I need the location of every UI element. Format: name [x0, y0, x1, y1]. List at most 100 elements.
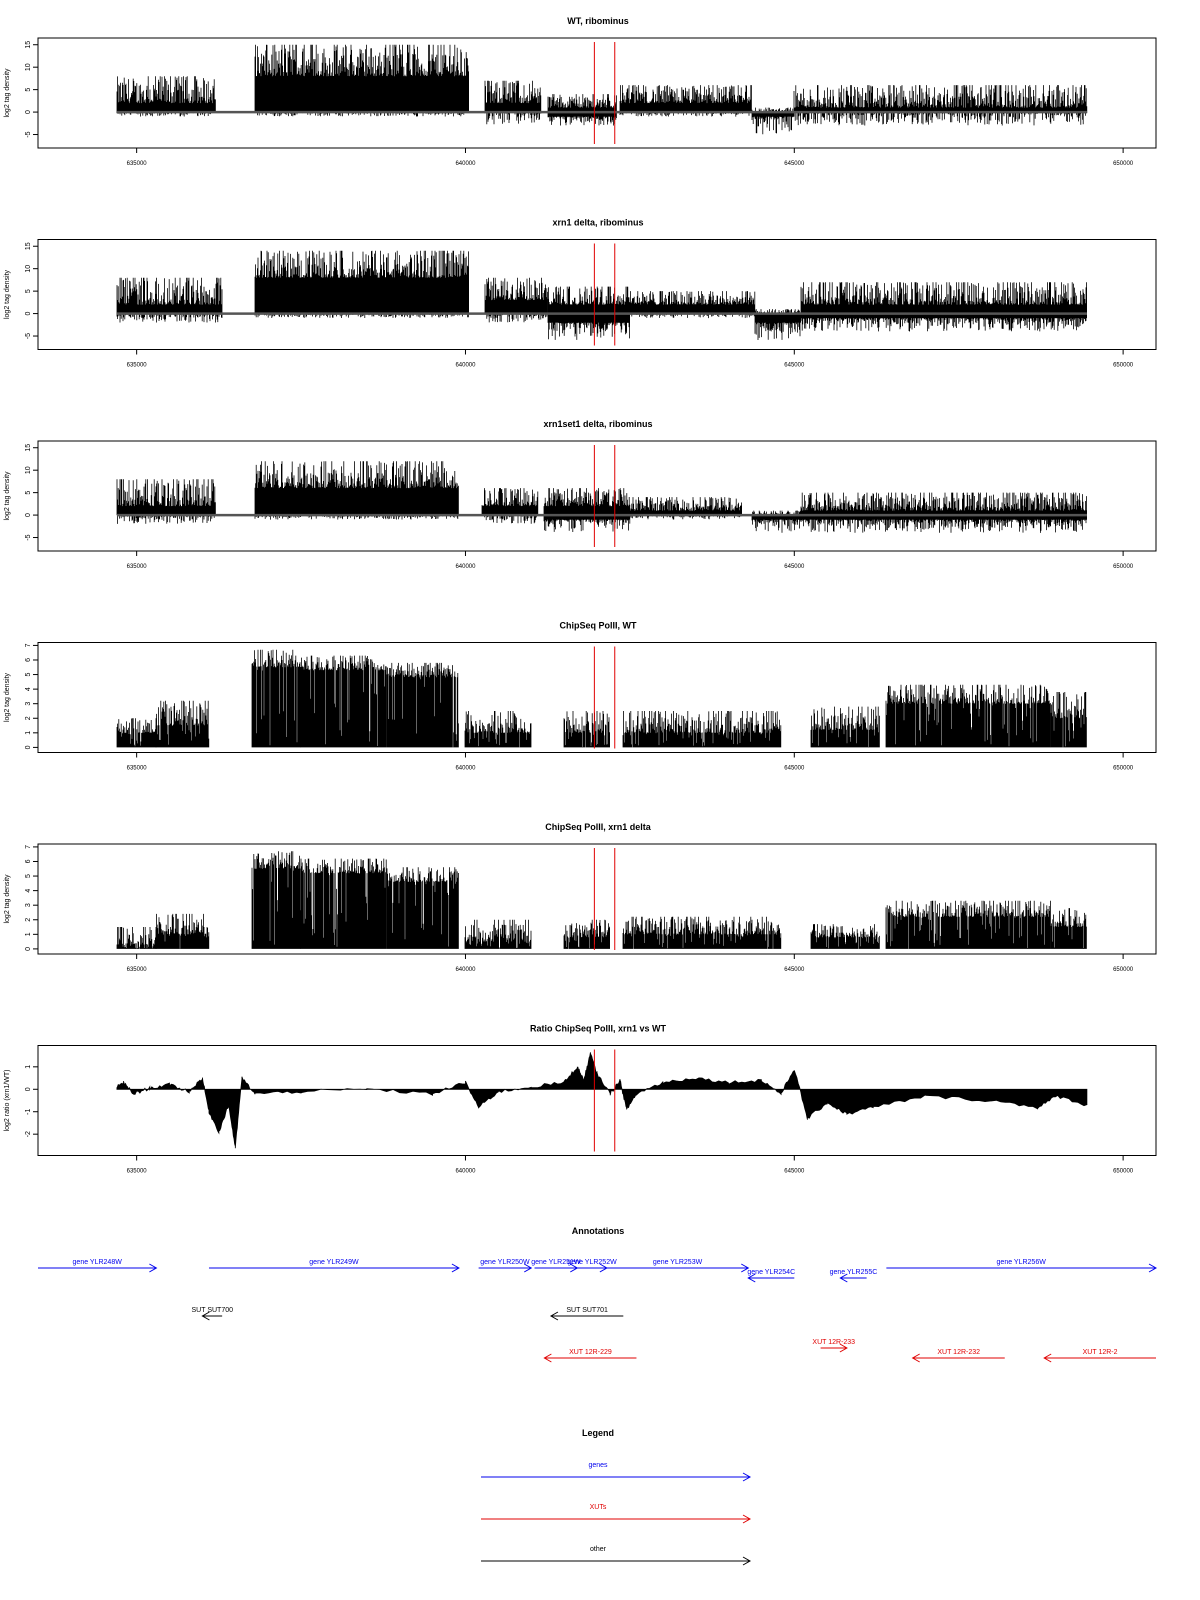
x-tick-label: 650000 — [1113, 967, 1134, 973]
signal-segment — [116, 927, 157, 949]
signal-segment — [622, 711, 782, 748]
x-axis: 635000 640000 645000 650000 — [127, 1155, 1134, 1175]
signal-bars — [622, 916, 782, 949]
feature: XUT 12R-233 — [812, 1339, 855, 1353]
ratio-area — [116, 1052, 1088, 1149]
legend-entry: XUTs — [481, 1504, 752, 1524]
signal-segment — [793, 85, 1088, 126]
signal-bars — [547, 94, 617, 126]
signal-segment — [563, 919, 610, 949]
y-tick-label: 1 — [25, 731, 32, 735]
panel-title: WT, ribominus — [567, 16, 629, 26]
plot-frame — [37, 1045, 1157, 1156]
signal-segment — [300, 655, 387, 748]
y-tick-label: 10 — [25, 466, 32, 474]
annotations-track: Annotations gene YLR248W gene YLR249W gene … — [38, 1226, 1158, 1363]
legend-arrowhead — [742, 1472, 752, 1482]
y-tick-label: 10 — [25, 63, 32, 71]
plot-frame — [37, 37, 1157, 149]
signal-bars — [629, 291, 756, 319]
x-tick-label: 650000 — [1113, 766, 1134, 772]
signal-bars — [619, 85, 752, 117]
feature-label: gene YLR256W — [997, 1259, 1047, 1266]
track-panel: WT, ribominus 635000 640000 645000 650000 -5 0… — [4, 16, 1157, 167]
x-tick-label: 635000 — [127, 564, 148, 570]
y-tick-label: 6 — [25, 859, 32, 863]
plot-frame — [37, 843, 1157, 955]
plot-area — [116, 243, 1087, 346]
signal-segment — [547, 94, 617, 126]
feature: gene YLR255C — [830, 1269, 877, 1283]
feature-arrowhead — [839, 1273, 848, 1283]
feature: gene YLR249W — [208, 1259, 460, 1273]
track-panel: xrn1set1 delta, ribominus 635000 640000 645… — [4, 419, 1157, 570]
x-tick-label: 650000 — [1113, 363, 1134, 369]
feature-label: XUT 12R-233 — [812, 1339, 855, 1346]
track-panel: Ratio ChipSeq PolII, xrn1 vs WT 635000 640… — [4, 1024, 1157, 1175]
signal-bars — [386, 662, 459, 748]
signal-bars — [484, 277, 548, 323]
signal-bars — [793, 85, 1088, 126]
feature-label: gene YLR253W — [653, 1259, 703, 1266]
y-tick-label: 0 — [25, 1087, 32, 1091]
y-tick-label: 5 — [25, 673, 32, 677]
panel-title: Ratio ChipSeq PolII, xrn1 vs WT — [530, 1024, 667, 1034]
y-axis: -2 -1 0 1 — [25, 1065, 38, 1137]
signal-segment — [885, 684, 1051, 748]
signal-segment — [116, 277, 223, 323]
signal-segment — [800, 282, 1087, 332]
plot-area — [116, 445, 1087, 547]
signal-bars — [254, 461, 459, 520]
signal-segment — [116, 718, 157, 748]
signal-bars — [116, 718, 157, 748]
signal-bars — [885, 684, 1051, 748]
y-tick-label: 0 — [25, 947, 32, 951]
x-axis: 635000 640000 645000 650000 — [127, 954, 1134, 973]
signal-bars — [116, 76, 216, 117]
feature-label: gene YLR254C — [747, 1269, 795, 1276]
plot-frame — [37, 440, 1157, 552]
signal-segment — [464, 711, 532, 748]
y-tick-label: -1 — [25, 1109, 32, 1115]
signal-bars — [800, 282, 1087, 332]
signal-segment — [251, 649, 301, 748]
signal-segment — [543, 488, 631, 532]
signal-bars — [155, 700, 210, 748]
signal-bars — [464, 711, 532, 748]
y-axis-label: log2 tag density — [4, 471, 11, 521]
x-tick-label: 650000 — [1113, 161, 1134, 167]
panel-title: ChipSeq PolII, WT — [560, 621, 637, 631]
y-axis-label: log2 ratio (xrn1/WT) — [4, 1070, 11, 1132]
feature-arrowhead — [549, 1311, 559, 1321]
panel-title: ChipSeq PolII, xrn1 delta — [545, 822, 652, 832]
signal-bars — [251, 649, 301, 748]
x-tick-label: 640000 — [455, 967, 476, 973]
y-tick-label: -5 — [25, 534, 32, 540]
y-axis-label: log2 tag density — [4, 269, 11, 319]
signal-bars — [622, 711, 782, 748]
y-tick-label: 4 — [25, 687, 32, 691]
signal-segment — [254, 250, 469, 318]
y-tick-label: 7 — [25, 643, 32, 647]
legend-label: XUTs — [590, 1504, 607, 1511]
signal-bars — [300, 858, 387, 949]
signal-segment — [885, 900, 1051, 949]
feature-label: gene YLR251W — [531, 1259, 581, 1266]
panel-title: xrn1set1 delta, ribominus — [543, 419, 652, 429]
y-tick-label: 0 — [25, 312, 32, 316]
feature: gene YLR248W — [38, 1259, 158, 1273]
y-axis: -5 0 5 10 15 — [25, 41, 38, 138]
signal-segment — [810, 924, 880, 949]
signal-segment — [481, 488, 539, 524]
feature-label: XUT 12R-2 — [1083, 1349, 1118, 1356]
feature: gene YLR252W — [567, 1259, 617, 1273]
x-axis: 635000 640000 645000 650000 — [127, 349, 1134, 369]
x-tick-label: 640000 — [455, 564, 476, 570]
y-axis-label: log2 tag density — [4, 672, 11, 722]
signal-segment — [484, 80, 542, 125]
feature-arrowhead — [149, 1263, 158, 1273]
x-tick-label: 645000 — [784, 363, 805, 369]
signal-segment — [629, 291, 756, 319]
signal-bars — [1050, 908, 1087, 949]
y-axis: -5 0 5 10 15 — [25, 444, 38, 541]
